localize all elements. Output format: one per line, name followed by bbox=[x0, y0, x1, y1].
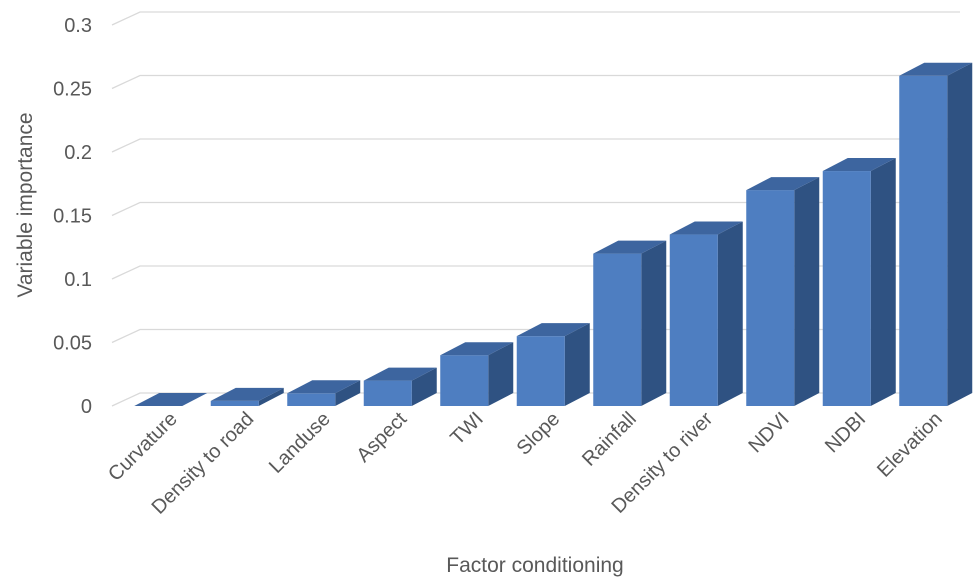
gridline-3 bbox=[111, 201, 960, 217]
gridlines bbox=[111, 11, 960, 407]
bar-front-face bbox=[899, 75, 948, 407]
x-tick-label: Elevation bbox=[873, 408, 947, 482]
bar-10 bbox=[899, 62, 973, 407]
bar-side-face bbox=[641, 240, 667, 406]
bar-side-face bbox=[488, 342, 514, 406]
bars bbox=[134, 62, 973, 407]
bar-top-face bbox=[822, 158, 896, 172]
bar-front-face bbox=[669, 234, 718, 406]
bar-side-face bbox=[564, 323, 590, 406]
bar-4 bbox=[440, 342, 514, 406]
bar-front-face bbox=[516, 336, 565, 406]
bar-7 bbox=[669, 221, 743, 406]
bar-top-face bbox=[287, 380, 361, 394]
bar-front-face bbox=[593, 253, 642, 406]
x-tick-label: Slope bbox=[513, 408, 565, 460]
bar-5 bbox=[516, 323, 590, 406]
x-tick-label: Rainfall bbox=[578, 408, 641, 471]
y-tick-label: 0.2 bbox=[64, 142, 92, 164]
y-tick-label: 0.3 bbox=[64, 15, 92, 37]
bar-front-face bbox=[363, 380, 412, 406]
bar-6 bbox=[593, 240, 667, 406]
bar-top-face bbox=[593, 240, 667, 254]
y-tick-label: 0.05 bbox=[53, 333, 92, 355]
gridline-6 bbox=[111, 11, 960, 26]
y-axis-ticks: 0 0.05 0.1 0.15 0.2 0.25 0.3 bbox=[53, 15, 92, 418]
bar-top-face bbox=[210, 387, 284, 401]
x-tick-label: NDVI bbox=[744, 408, 793, 457]
bar-top-face bbox=[440, 342, 514, 356]
y-tick-label: 0.1 bbox=[64, 269, 92, 291]
x-tick-label: NDBI bbox=[821, 408, 870, 457]
y-axis-label: Variable importance bbox=[14, 112, 37, 297]
gridline-4 bbox=[111, 138, 960, 153]
bar-top-face bbox=[899, 62, 973, 76]
bar-2 bbox=[287, 380, 361, 406]
bar-8 bbox=[746, 177, 820, 406]
bar-top-face bbox=[363, 367, 437, 381]
bar-side-face bbox=[335, 380, 361, 406]
bar-top-face bbox=[669, 221, 743, 235]
x-tick-label: TWI bbox=[446, 408, 487, 449]
y-tick-label: 0.15 bbox=[53, 206, 92, 228]
bar-top-face bbox=[134, 393, 208, 406]
bar-front-face bbox=[822, 171, 871, 406]
x-tick-label: Landuse bbox=[265, 408, 335, 478]
bar-front-face bbox=[440, 355, 489, 406]
bar-top-face bbox=[746, 177, 820, 191]
bar-side-face bbox=[411, 367, 437, 406]
bar-side-face bbox=[870, 158, 896, 406]
gridline-5 bbox=[111, 74, 960, 90]
bar-front-face bbox=[210, 400, 259, 406]
bar-side-face bbox=[258, 387, 284, 406]
x-tick-label: Aspect bbox=[352, 408, 411, 467]
bar-1 bbox=[210, 387, 284, 406]
bar-side-face bbox=[794, 177, 820, 406]
bar-side-face bbox=[947, 62, 973, 407]
x-tick-label: Curvature bbox=[104, 408, 182, 486]
bar-side-face bbox=[717, 221, 743, 406]
bar-front-face bbox=[287, 393, 336, 406]
bar-front-face bbox=[746, 190, 795, 406]
bar-9 bbox=[822, 158, 896, 406]
y-tick-label: 0.25 bbox=[53, 79, 92, 101]
y-tick-label: 0 bbox=[81, 396, 92, 418]
bar-top-face bbox=[516, 323, 590, 337]
x-axis-label: Factor conditioning bbox=[446, 554, 623, 577]
bar-0 bbox=[134, 393, 208, 406]
bar-3 bbox=[363, 367, 437, 406]
